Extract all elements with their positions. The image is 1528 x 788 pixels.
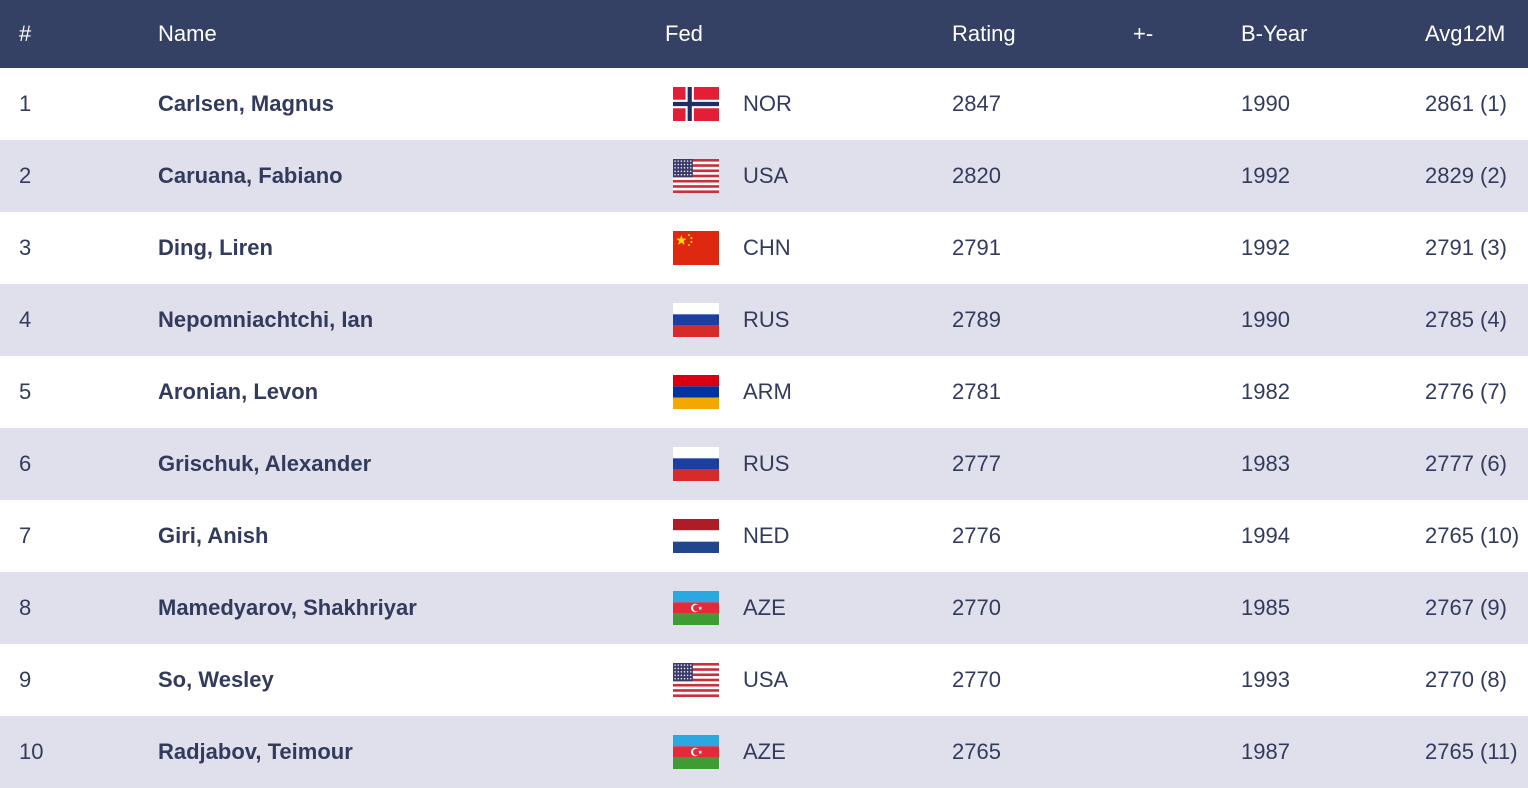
federation-cell: ARM — [743, 379, 792, 404]
avg12m-cell: 2767 (9) — [1425, 595, 1507, 620]
header-rating[interactable]: Rating — [952, 21, 1016, 46]
avg12m-cell: 2785 (4) — [1425, 307, 1507, 332]
birth-year-cell: 1990 — [1241, 91, 1290, 116]
rank-cell: 3 — [19, 235, 32, 260]
birth-year-cell: 1985 — [1241, 595, 1290, 620]
avg12m-cell: 2765 (11) — [1425, 739, 1518, 764]
table-row[interactable]: 2 Caruana, Fabiano USA 2820 1992 2829 (2) — [0, 140, 1528, 212]
rank-cell: 7 — [19, 523, 32, 548]
usa-flag-icon — [673, 140, 719, 212]
rank-cell: 10 — [19, 739, 44, 764]
header-byear[interactable]: B-Year — [1241, 21, 1308, 46]
rank-cell: 5 — [19, 379, 32, 404]
birth-year-cell: 1982 — [1241, 379, 1290, 404]
azerbaijan-flag-icon — [673, 716, 719, 788]
rank-cell: 9 — [19, 667, 32, 692]
player-name-link[interactable]: Ding, Liren — [158, 235, 273, 260]
rating-cell: 2791 — [952, 235, 1001, 260]
federation-cell: RUS — [743, 451, 790, 476]
rank-cell: 2 — [19, 163, 32, 188]
table-row[interactable]: 1 Carlsen, Magnus NOR 2847 1990 2861 (1) — [0, 68, 1528, 140]
table-header: # Name Fed Rating +- B-Year Avg12M — [0, 0, 1528, 68]
norway-flag-icon — [673, 68, 719, 140]
header-rank[interactable]: # — [19, 21, 32, 46]
birth-year-cell: 1992 — [1241, 163, 1290, 188]
russia-flag-icon — [673, 428, 719, 500]
russia-flag-icon — [673, 284, 719, 356]
federation-cell: NED — [743, 523, 790, 548]
rating-cell: 2765 — [952, 739, 1001, 764]
player-name-link[interactable]: Mamedyarov, Shakhriyar — [158, 595, 417, 620]
federation-cell: RUS — [743, 307, 790, 332]
avg12m-cell: 2765 (10) — [1425, 523, 1520, 548]
china-flag-icon — [673, 212, 719, 284]
federation-cell: AZE — [743, 739, 786, 764]
player-name-link[interactable]: So, Wesley — [158, 667, 274, 692]
netherlands-flag-icon — [673, 500, 719, 572]
birth-year-cell: 1983 — [1241, 451, 1290, 476]
table-row[interactable]: 10 Radjabov, Teimour AZE 2765 1987 2765 (11) — [0, 716, 1528, 788]
rating-cell: 2777 — [952, 451, 1001, 476]
federation-cell: NOR — [743, 91, 792, 116]
player-name-link[interactable]: Aronian, Levon — [158, 379, 319, 404]
header-avg12m[interactable]: Avg12M — [1425, 21, 1506, 46]
player-name-link[interactable]: Caruana, Fabiano — [158, 163, 343, 188]
federation-cell: USA — [743, 667, 789, 692]
rating-cell: 2776 — [952, 523, 1001, 548]
rating-cell: 2781 — [952, 379, 1001, 404]
federation-cell: CHN — [743, 235, 791, 260]
rating-cell: 2789 — [952, 307, 1001, 332]
birth-year-cell: 1993 — [1241, 667, 1290, 692]
rating-cell: 2847 — [952, 91, 1001, 116]
table-row[interactable]: 8 Mamedyarov, Shakhriyar AZE 2770 1985 2767 (… — [0, 572, 1528, 644]
avg12m-cell: 2791 (3) — [1425, 235, 1507, 260]
rank-cell: 1 — [19, 91, 32, 116]
rating-cell: 2820 — [952, 163, 1001, 188]
rating-cell: 2770 — [952, 595, 1001, 620]
federation-cell: AZE — [743, 595, 786, 620]
table-body: 1 Carlsen, Magnus NOR 2847 1990 2861 (1) 2 Caru… — [0, 68, 1528, 788]
avg12m-cell: 2861 (1) — [1425, 91, 1507, 116]
header-name[interactable]: Name — [158, 21, 217, 46]
header-change[interactable]: +- — [1133, 21, 1154, 46]
rank-cell: 6 — [19, 451, 32, 476]
birth-year-cell: 1992 — [1241, 235, 1290, 260]
azerbaijan-flag-icon — [673, 572, 719, 644]
avg12m-cell: 2770 (8) — [1425, 667, 1507, 692]
rank-cell: 4 — [19, 307, 32, 332]
table-row[interactable]: 5 Aronian, Levon ARM 2781 1982 2776 (7) — [0, 356, 1528, 428]
table-row[interactable]: 7 Giri, Anish NED 2776 1994 2765 (10) — [0, 500, 1528, 572]
player-name-link[interactable]: Nepomniachtchi, Ian — [158, 307, 374, 332]
federation-cell: USA — [743, 163, 789, 188]
player-name-link[interactable]: Giri, Anish — [158, 523, 269, 548]
armenia-flag-icon — [673, 356, 719, 428]
table-row[interactable]: 4 Nepomniachtchi, Ian RUS 2789 1990 2785 (4) — [0, 284, 1528, 356]
avg12m-cell: 2777 (6) — [1425, 451, 1507, 476]
header-fed[interactable]: Fed — [665, 21, 703, 46]
player-name-link[interactable]: Carlsen, Magnus — [158, 91, 335, 116]
table-row[interactable]: 3 Ding, Liren CHN 2791 1992 2791 (3) — [0, 212, 1528, 284]
birth-year-cell: 1990 — [1241, 307, 1290, 332]
rank-cell: 8 — [19, 595, 32, 620]
birth-year-cell: 1994 — [1241, 523, 1290, 548]
player-name-link[interactable]: Radjabov, Teimour — [158, 739, 353, 764]
usa-flag-icon — [673, 644, 719, 716]
avg12m-cell: 2776 (7) — [1425, 379, 1507, 404]
player-name-link[interactable]: Grischuk, Alexander — [158, 451, 372, 476]
table-row[interactable]: 6 Grischuk, Alexander RUS 2777 1983 2777 (6) — [0, 428, 1528, 500]
rating-cell: 2770 — [952, 667, 1001, 692]
birth-year-cell: 1987 — [1241, 739, 1290, 764]
table-row[interactable]: 9 So, Wesley USA 2770 1993 2770 (8) — [0, 644, 1528, 716]
avg12m-cell: 2829 (2) — [1425, 163, 1507, 188]
